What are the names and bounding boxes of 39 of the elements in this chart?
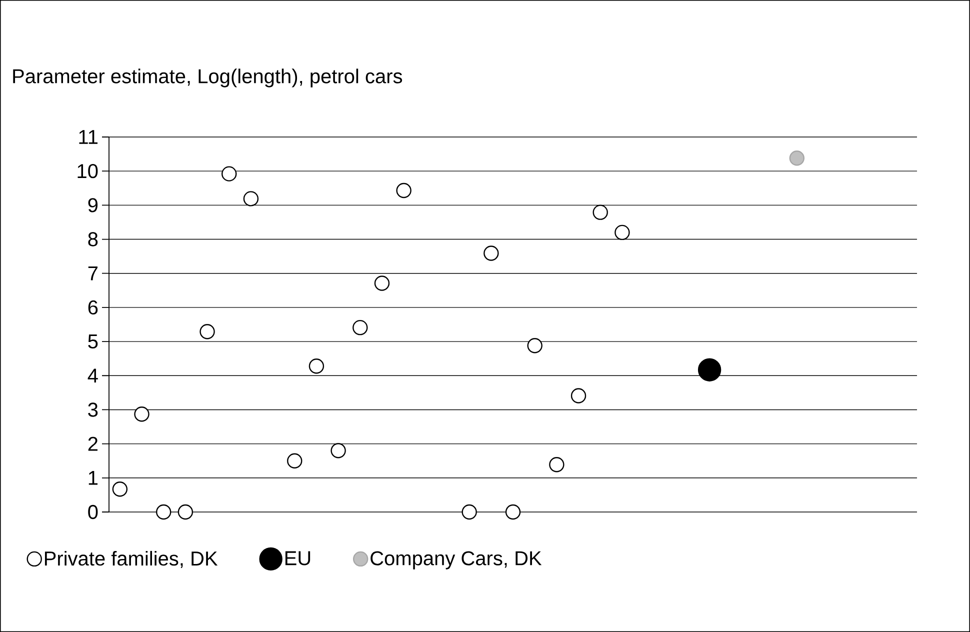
point [156,504,172,520]
y-tick-label: 0 [88,504,98,520]
chart-title: Parameter estimate, Log(length), petrol cars [13,68,402,88]
y-tick-label: 10 [78,164,98,178]
point [549,457,564,472]
y-tick-label: 9 [88,198,98,212]
y-tick-label: 8 [88,232,98,246]
point [484,246,499,261]
point [352,320,368,336]
point [200,324,215,340]
point [614,224,630,240]
y-tick-label: 2 [88,436,98,451]
point [308,358,324,374]
point [112,482,128,497]
point [287,453,302,468]
point [505,504,521,520]
point [462,504,477,520]
y-tick-label: 3 [88,402,98,417]
y-tick-label: 7 [88,266,98,280]
point [592,204,608,220]
point [134,406,150,422]
point [570,388,586,404]
legend-label: EU [285,551,310,566]
y-tick-label: 11 [79,130,98,144]
point [789,150,804,166]
point [178,504,194,520]
point [396,182,412,198]
y-tick-label: 5 [88,334,98,349]
legend-label: Company Cars, DK [370,551,542,570]
point [330,443,346,458]
y-tick-label: 1 [88,471,98,485]
point [222,166,237,182]
point [527,338,542,354]
point [243,191,259,206]
point [698,358,722,382]
y-tick-label: 6 [88,300,98,315]
y-tick-label: 4 [88,368,98,383]
point [374,276,390,291]
legend-label: Private families, DK [44,550,218,568]
